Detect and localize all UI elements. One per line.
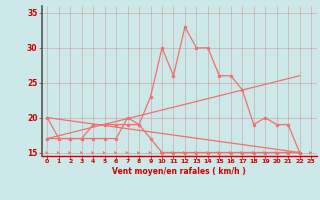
X-axis label: Vent moyen/en rafales ( km/h ): Vent moyen/en rafales ( km/h ) [112, 167, 246, 176]
